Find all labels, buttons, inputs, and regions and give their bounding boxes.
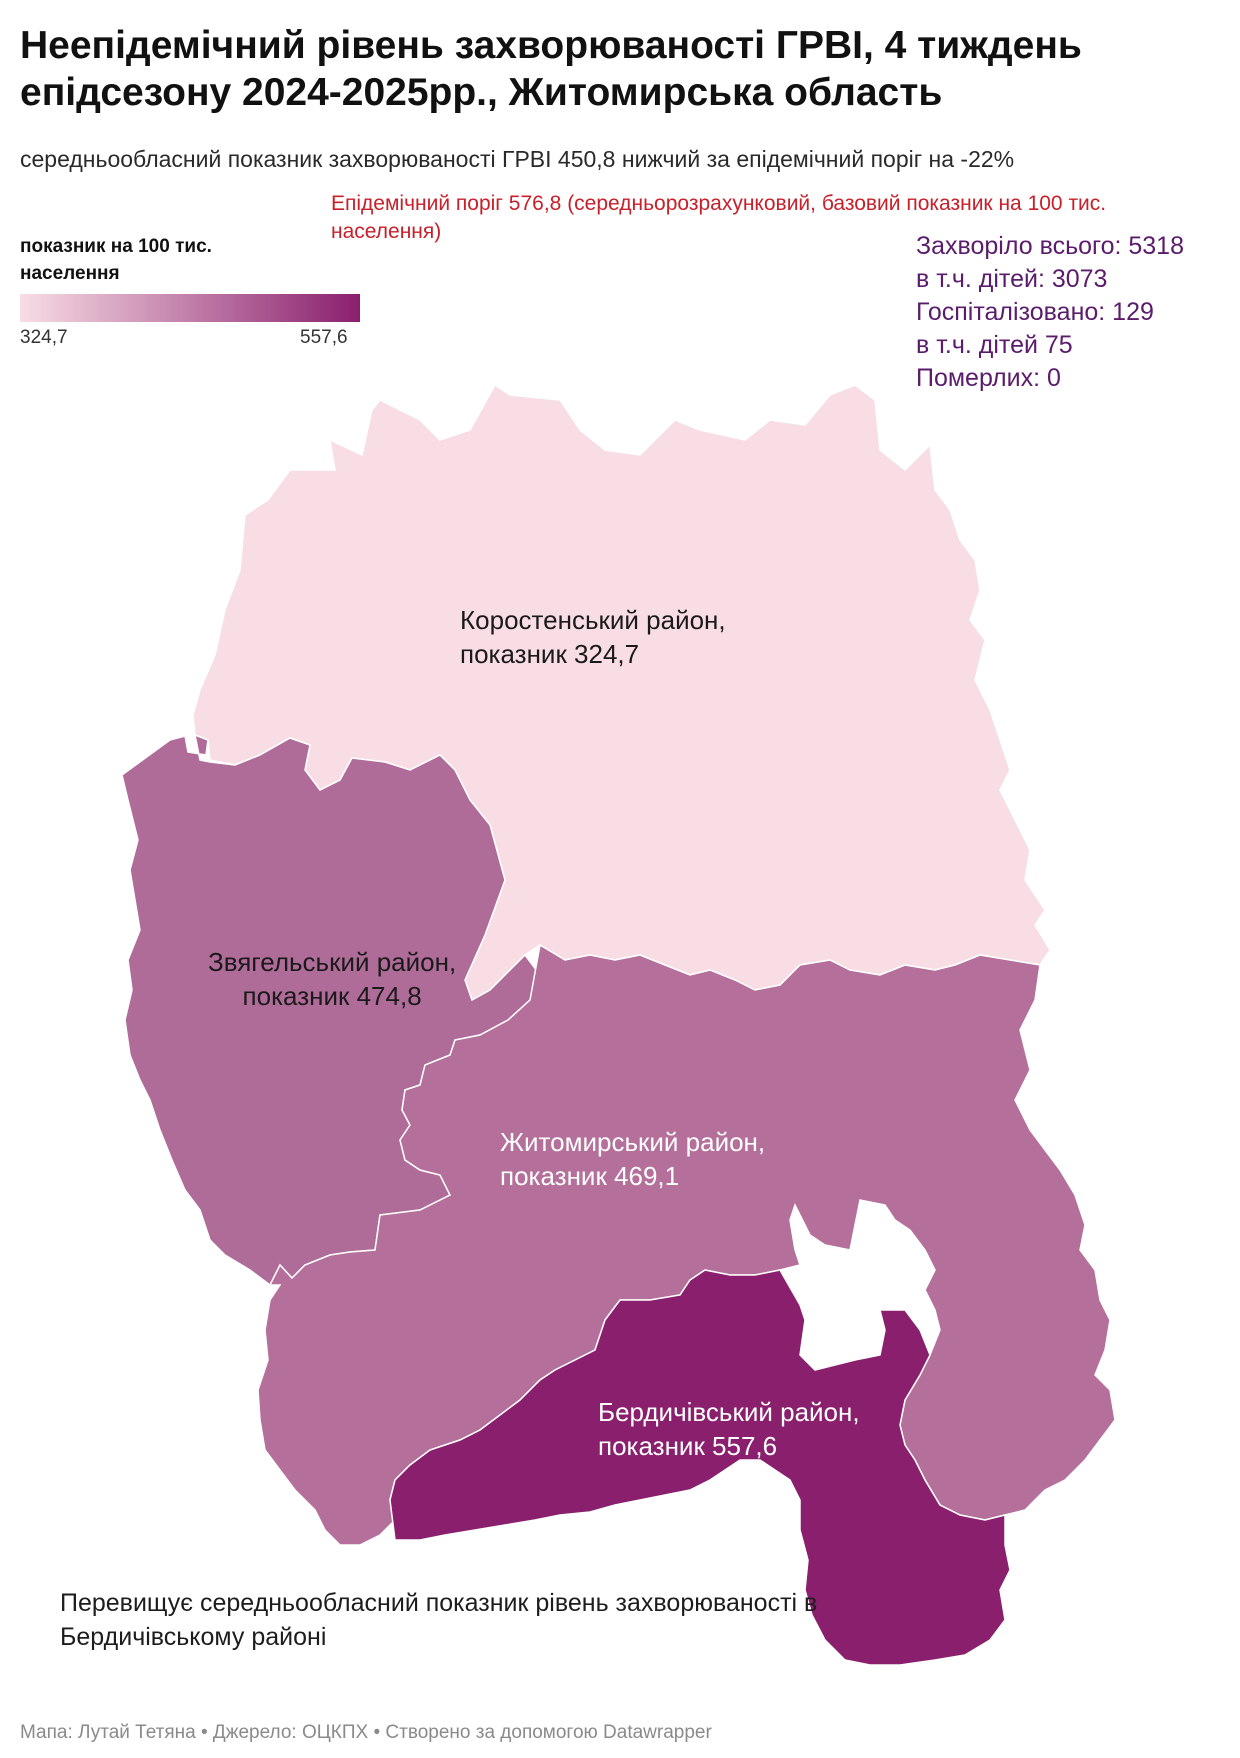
map-annotation-note: Перевищує середньообласний показник ріве… <box>60 1589 818 1651</box>
map-subtitle: середньообласний показник захворюваності… <box>20 146 1015 172</box>
epidemic-threshold-note: Епідемічний поріг 576,8 (середньорозраху… <box>331 192 1107 243</box>
legend-min-label: 324,7 <box>20 327 68 348</box>
stat-hospitalized: Госпіталізовано: 129 <box>916 298 1154 326</box>
stat-sick-children: в т.ч. дітей: 3073 <box>916 265 1108 293</box>
label-korosten: Коростенський район, показник 324,7 <box>460 605 726 669</box>
map-footer: Мапа: Лутай Тетяна • Джерело: ОЦКПХ • Ст… <box>20 1722 712 1743</box>
label-berdychiv: Бердичівський район, показник 557,6 <box>598 1397 860 1461</box>
stat-hospitalized-children: в т.ч. дітей 75 <box>916 331 1073 359</box>
legend-max-label: 557,6 <box>300 327 348 348</box>
label-zhytomyr: Житомирський район, показник 469,1 <box>500 1127 766 1191</box>
stats-block: Захворіло всього: 5318 в т.ч. дітей: 307… <box>916 230 1236 395</box>
stat-sick-total: Захворіло всього: 5318 <box>916 232 1184 260</box>
region-berdychiv[interactable] <box>389 1269 1011 1666</box>
label-zviahel: Звягельський район, показник 474,8 <box>208 947 457 1011</box>
legend-title: показник на 100 тис. населення <box>20 236 212 284</box>
legend-color-scale <box>20 294 360 322</box>
map-title: Неепідемічний рівень захворюваності ГРВІ… <box>20 24 1082 114</box>
stat-deaths: Померлих: 0 <box>916 364 1061 392</box>
region-zhytomyr[interactable] <box>257 943 1116 1546</box>
